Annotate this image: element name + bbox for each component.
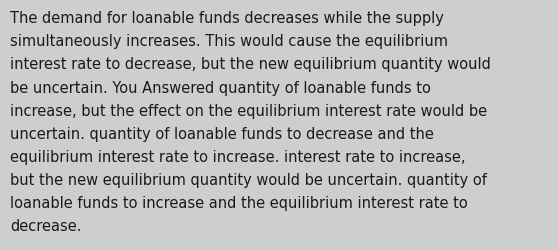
Text: equilibrium interest rate to increase. interest rate to increase,: equilibrium interest rate to increase. i… [10, 149, 465, 164]
Text: decrease.: decrease. [10, 218, 81, 233]
Text: uncertain. quantity of loanable funds to decrease and the: uncertain. quantity of loanable funds to… [10, 126, 434, 141]
Text: The demand for loanable funds decreases while the supply: The demand for loanable funds decreases … [10, 11, 444, 26]
Text: increase, but the effect on the equilibrium interest rate would be: increase, but the effect on the equilibr… [10, 103, 487, 118]
Text: but the new equilibrium quantity would be uncertain. quantity of: but the new equilibrium quantity would b… [10, 172, 487, 187]
Text: loanable funds to increase and the equilibrium interest rate to: loanable funds to increase and the equil… [10, 195, 468, 210]
Text: simultaneously increases. This would cause the equilibrium: simultaneously increases. This would cau… [10, 34, 448, 49]
Text: be uncertain. You Answered quantity of loanable funds to: be uncertain. You Answered quantity of l… [10, 80, 431, 95]
Text: interest rate to decrease, but the new equilibrium quantity would: interest rate to decrease, but the new e… [10, 57, 491, 72]
